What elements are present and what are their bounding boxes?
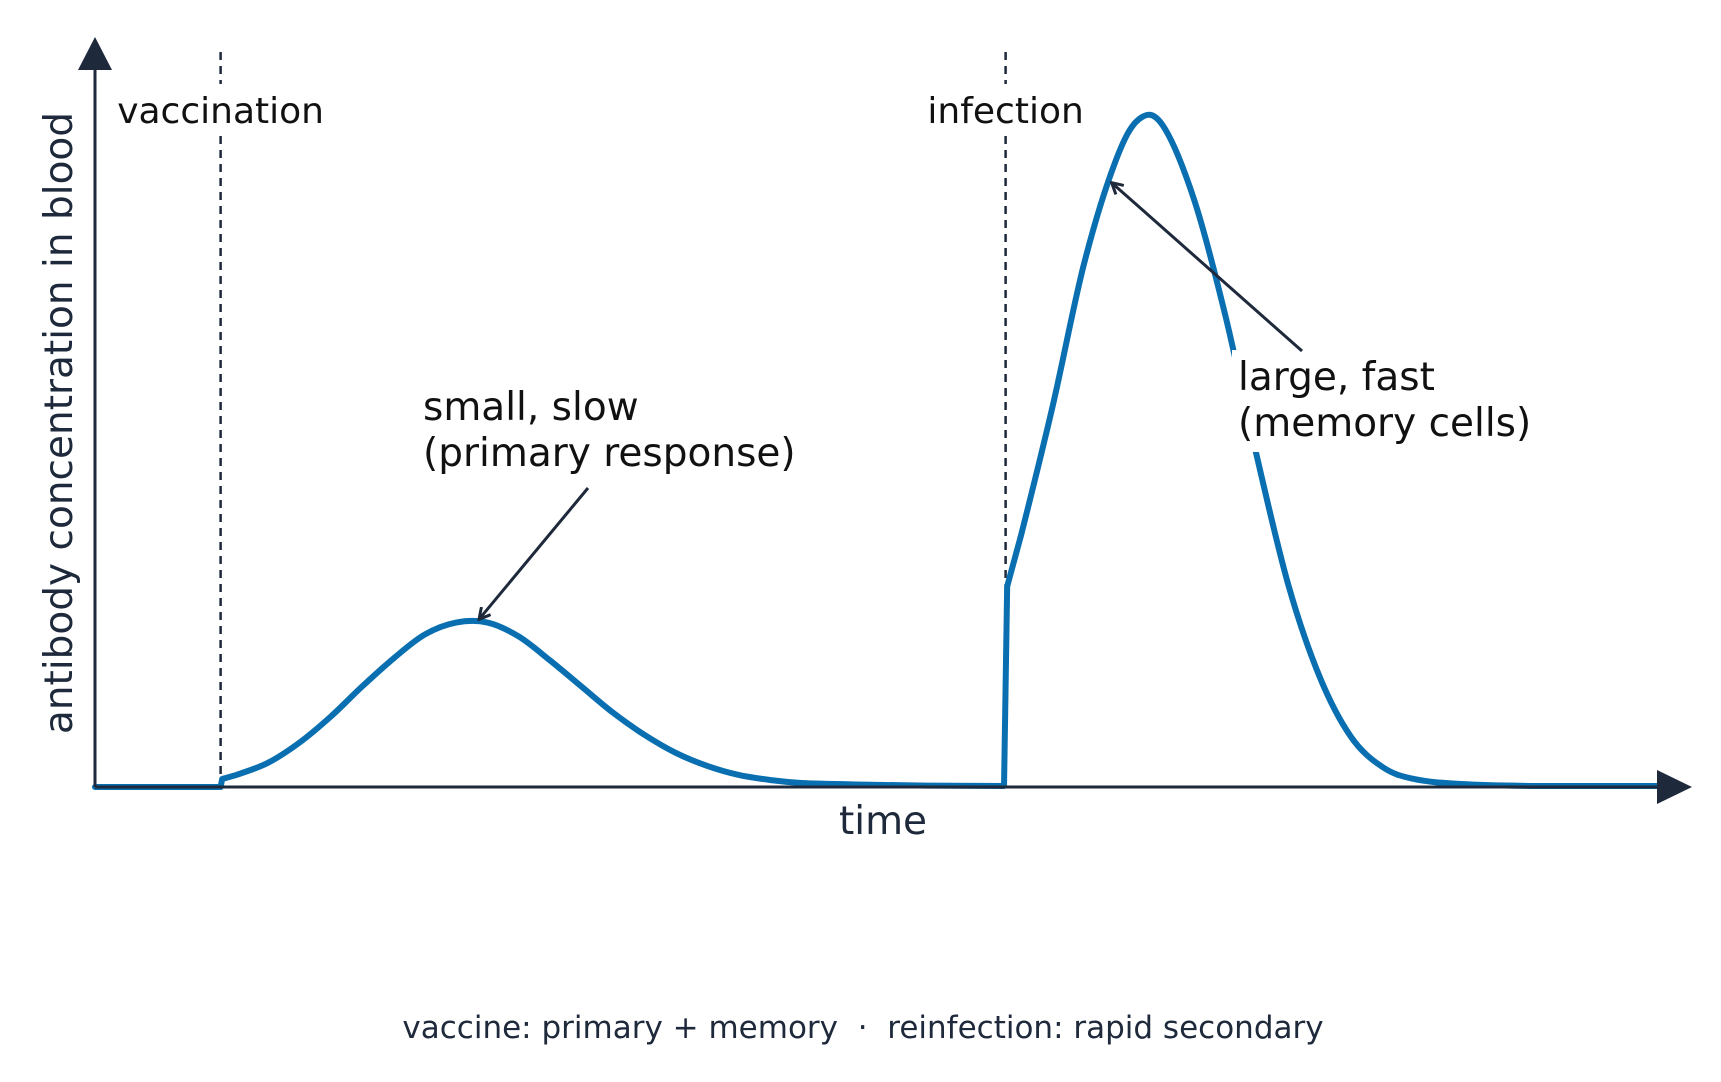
event-markers: vaccination infection <box>95 52 1109 787</box>
annotation-background-1 <box>1232 350 1573 452</box>
event-label-1: infection <box>927 91 1083 132</box>
annotation-1: large, fast(memory cells) <box>1112 183 1573 452</box>
annotation-line-0-1: (primary response) <box>423 431 796 476</box>
annotation-line-1-1: (memory cells) <box>1238 401 1531 446</box>
annotation-arrow-1 <box>1112 183 1303 353</box>
annotation-background-0 <box>417 380 852 482</box>
annotation-0: small, slow(primary response) <box>417 380 852 619</box>
axes <box>78 37 1692 804</box>
event-label-background-0 <box>95 84 346 136</box>
annotation-arrow-0 <box>480 487 590 619</box>
annotation-line-0-0: small, slow <box>423 385 639 430</box>
annotations: small, slow(primary response) large, fast… <box>417 183 1573 618</box>
x-axis-label: time <box>839 799 927 844</box>
event-label-0: vaccination <box>117 91 324 132</box>
x-axis-arrowhead <box>1657 770 1692 804</box>
chart-caption: vaccine: primary + memory · reinfection:… <box>402 1010 1323 1046</box>
annotation-line-1-0: large, fast <box>1238 355 1435 400</box>
event-label-background-1 <box>902 84 1109 136</box>
y-axis-arrowhead <box>78 37 112 70</box>
y-axis-label: antibody concentration in blood <box>37 112 82 734</box>
series-line-0 <box>92 111 1668 790</box>
series-layer <box>92 111 1668 790</box>
